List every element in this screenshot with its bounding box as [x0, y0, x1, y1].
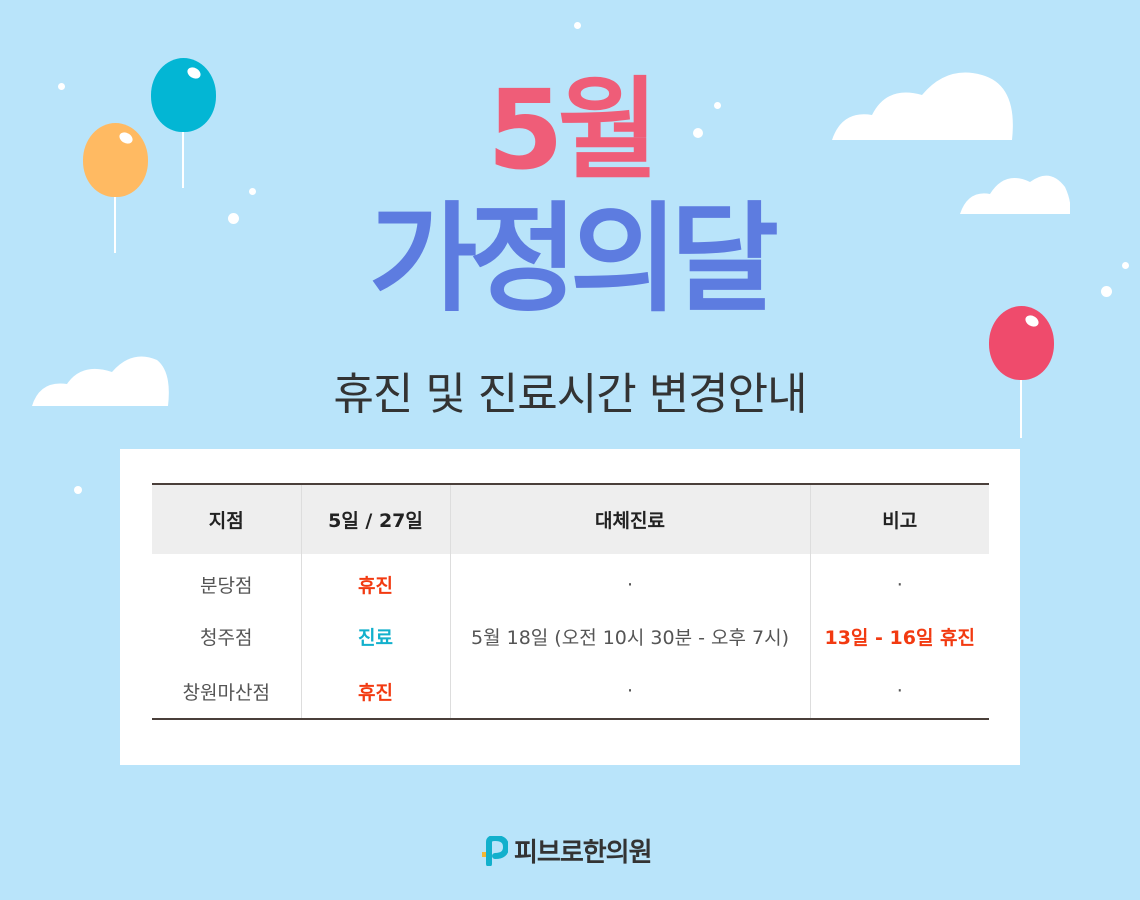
sparkle-dot	[1101, 286, 1112, 297]
teal-balloon-icon	[151, 58, 216, 132]
table-row: 창원마산점 휴진 · ·	[152, 664, 989, 719]
status-cell: 휴진	[300, 664, 450, 719]
logo-p-icon	[482, 835, 508, 866]
sparkle-dot	[574, 22, 581, 29]
sparkle-dot	[249, 188, 256, 195]
schedule-table: 지점 5일 / 27일 대체진료 비고 분당점 휴진 · · 청주점 진료 5월…	[152, 483, 989, 720]
balloon-string	[1020, 380, 1022, 438]
status-cell: 진료	[300, 609, 450, 664]
main-title: 가정의달	[368, 190, 779, 328]
header-alternate: 대체진료	[449, 484, 810, 554]
balloon-string	[182, 130, 184, 188]
sparkle-dot	[228, 213, 239, 224]
note-cell: 13일 - 16일 휴진	[809, 609, 989, 664]
table-row: 청주점 진료 5월 18일 (오전 10시 30분 - 오후 7시) 13일 -…	[152, 609, 989, 664]
clinic-logo: 피브로한의원	[480, 832, 653, 869]
header-dates: 5일 / 27일	[300, 484, 450, 554]
branch-cell: 청주점	[200, 627, 253, 649]
note-cell: ·	[809, 664, 989, 719]
sparkle-dot	[74, 486, 82, 494]
red-balloon-icon	[989, 306, 1054, 380]
cloud-icon	[32, 356, 169, 406]
sparkle-dot	[714, 102, 721, 109]
sparkle-dot	[1122, 262, 1129, 269]
branch-cell: 창원마산점	[182, 681, 270, 704]
status-cell: 휴진	[300, 554, 450, 609]
table-row: 분당점 휴진 · ·	[152, 554, 989, 609]
sparkle-dot	[693, 128, 703, 138]
header-note: 비고	[809, 484, 989, 554]
sparkle-dot	[58, 83, 65, 90]
balloon-string	[114, 195, 116, 253]
note-cell: ·	[809, 554, 989, 609]
month-title: 5월	[487, 66, 659, 194]
alt-cell: ·	[449, 554, 810, 609]
schedule-card: 지점 5일 / 27일 대체진료 비고 분당점 휴진 · · 청주점 진료 5월…	[120, 449, 1020, 765]
orange-balloon-icon	[83, 123, 148, 197]
cloud-icon	[832, 72, 1013, 140]
branch-cell: 분당점	[200, 575, 253, 597]
subtitle: 휴진 및 진료시간 변경안내	[333, 369, 807, 420]
cloud-icon	[960, 175, 1070, 214]
header-branch: 지점	[152, 484, 301, 554]
alt-cell: 5월 18일 (오전 10시 30분 - 오후 7시)	[449, 609, 810, 664]
logo-text: 피브로한의원	[514, 838, 653, 868]
alt-cell: ·	[449, 664, 810, 719]
